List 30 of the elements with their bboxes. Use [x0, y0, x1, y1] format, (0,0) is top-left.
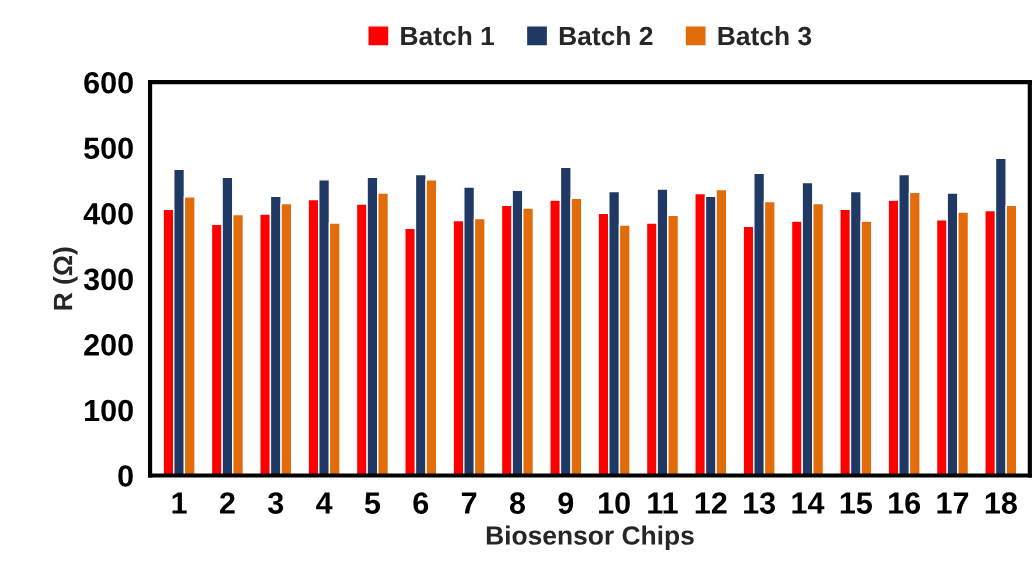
y-tick-label: 100 — [85, 399, 133, 422]
x-tick-label: 1 — [172, 492, 187, 514]
y-tick-label: 300 — [83, 268, 133, 291]
x-tick-label: 17 — [937, 492, 969, 514]
x-tick-label: 11 — [648, 492, 678, 514]
x-tick-label: 5 — [364, 492, 381, 514]
y-tick-label: 0 — [118, 465, 133, 487]
x-tick-label: 4 — [316, 492, 333, 514]
x-tick-label: 12 — [695, 492, 727, 514]
legend-label: Batch 3 — [718, 25, 812, 46]
x-tick-label: 2 — [219, 492, 235, 514]
y-tick-label: 500 — [84, 137, 133, 160]
x-tick-label: 15 — [840, 492, 872, 514]
x-tick-label: 16 — [889, 492, 921, 514]
x-tick-label: 10 — [599, 492, 630, 514]
y-axis-title: R (Ω) — [52, 247, 78, 310]
x-tick-label: 9 — [558, 492, 574, 514]
x-tick-label: 3 — [267, 492, 284, 514]
y-tick-label: 200 — [84, 334, 133, 356]
x-tick-label: 6 — [413, 492, 429, 514]
legend-label: Batch 1 — [401, 25, 495, 46]
x-tick-label: 7 — [461, 492, 477, 514]
y-tick-label: 400 — [83, 203, 133, 225]
y-tick-label: 600 — [84, 71, 133, 94]
x-tick-label: 8 — [509, 492, 525, 514]
x-axis-title: Biosensor Chips — [486, 525, 694, 551]
x-tick-label: 18 — [985, 492, 1017, 514]
legend-label: Batch 2 — [559, 25, 653, 46]
x-tick-label: 14 — [792, 492, 825, 514]
x-tick-label: 13 — [744, 492, 776, 514]
